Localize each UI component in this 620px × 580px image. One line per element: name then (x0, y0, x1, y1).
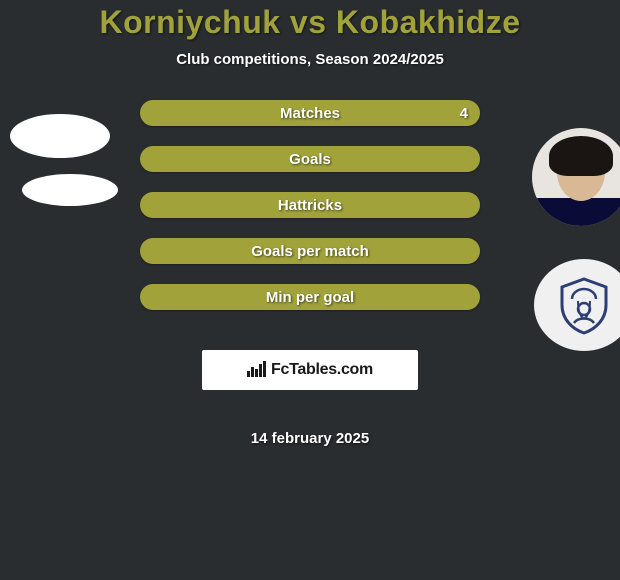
stat-label: Goals (289, 151, 331, 168)
subtitle: Club competitions, Season 2024/2025 (176, 51, 444, 68)
club-badge-icon (554, 275, 614, 335)
date-text: 14 february 2025 (251, 430, 369, 447)
avatar-hair (549, 136, 613, 176)
main-container: Korniychuk vs Kobakhidze Club competitio… (0, 0, 620, 447)
stat-bar-mpg: Min per goal (140, 284, 480, 310)
stat-label: Min per goal (266, 289, 354, 306)
stat-bar-goals: Goals (140, 146, 480, 172)
stat-label: Matches (280, 105, 340, 122)
player-left-avatar (10, 114, 110, 158)
stat-right-value: 4 (460, 105, 468, 122)
avatar-shirt (532, 198, 620, 226)
stat-bar-gpm: Goals per match (140, 238, 480, 264)
brand-badge[interactable]: FcTables.com (202, 350, 418, 390)
stat-label: Goals per match (251, 243, 369, 260)
brand-text: FcTables.com (271, 361, 373, 379)
stat-label: Hattricks (278, 197, 342, 214)
club-left-badge (22, 174, 118, 206)
player-right-avatar (532, 128, 620, 226)
stat-bar-hattricks: Hattricks (140, 192, 480, 218)
page-title: Korniychuk vs Kobakhidze (100, 4, 521, 41)
chart-icon (247, 359, 267, 382)
stat-bar-matches: Matches 4 (140, 100, 480, 126)
